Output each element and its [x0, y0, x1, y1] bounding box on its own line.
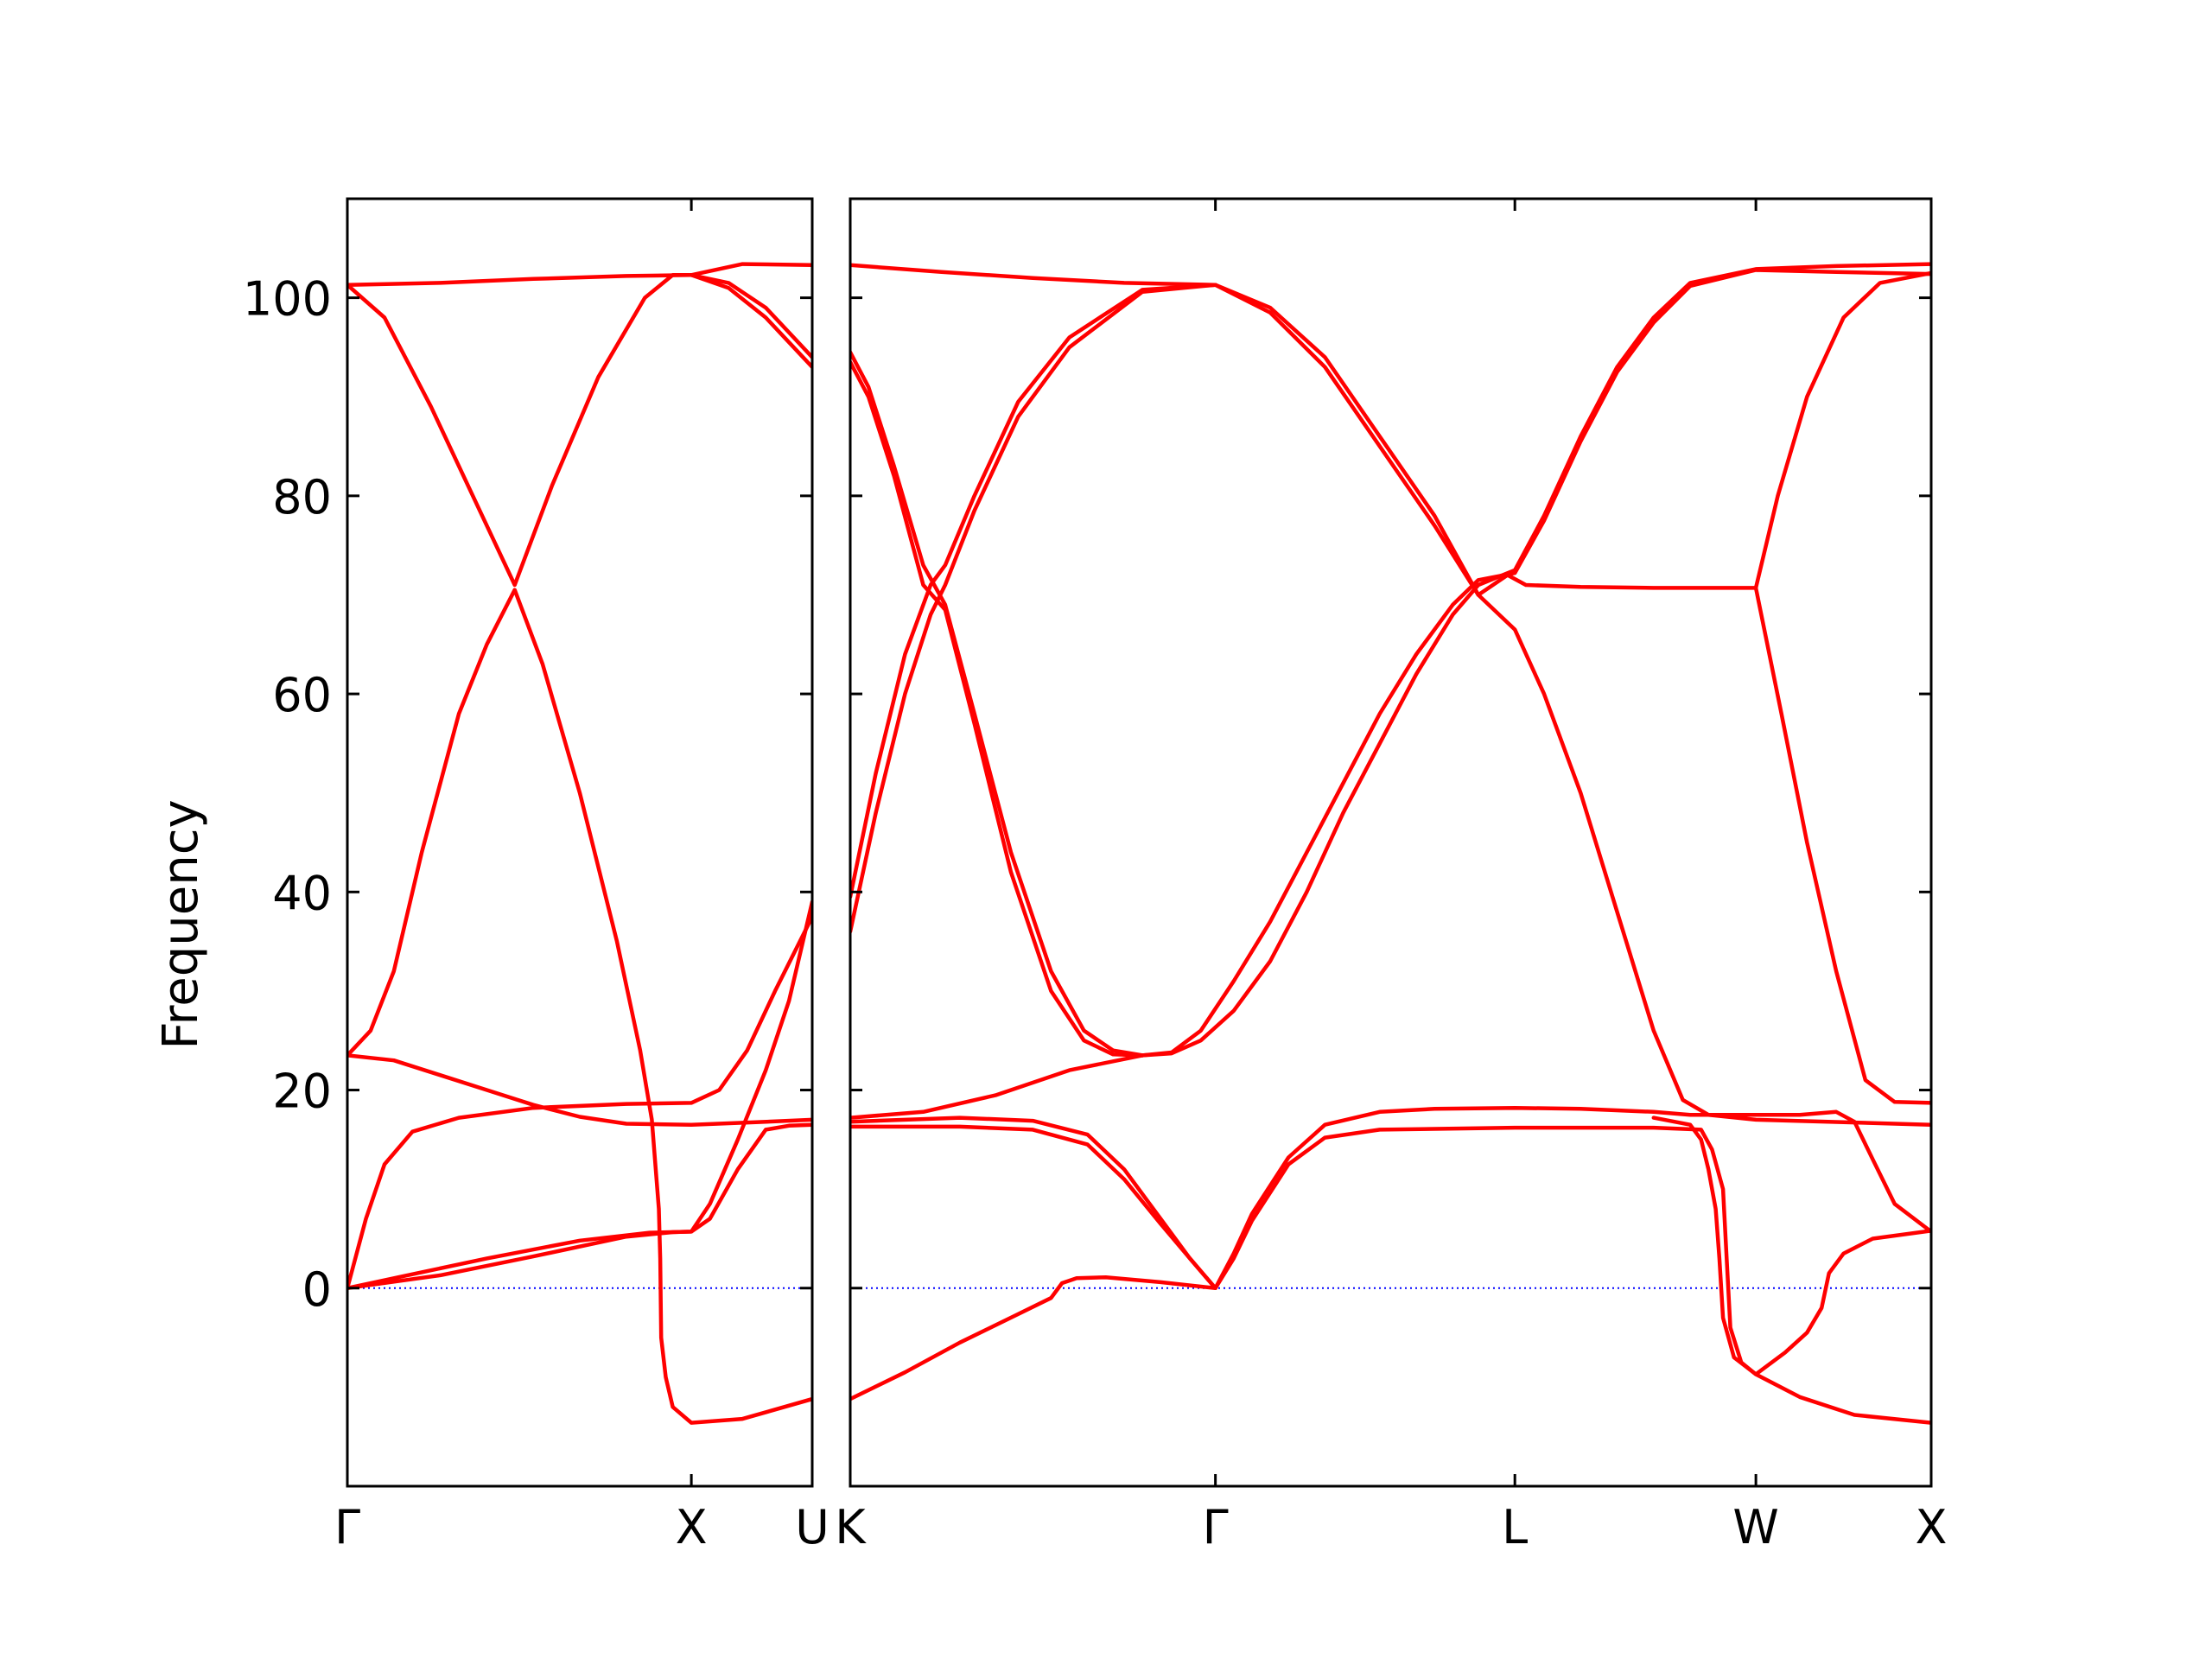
band-line [347, 1053, 812, 1127]
band-line [1140, 262, 1931, 1058]
band-line [347, 262, 812, 287]
band-line [1213, 283, 1758, 597]
x-tick-label: L [1502, 1500, 1528, 1554]
x-tick-label: Γ [1203, 1500, 1229, 1554]
band-line [1753, 270, 1931, 590]
y-tick-label: 20 [272, 1065, 332, 1119]
band-line [850, 283, 1217, 899]
band-line [1213, 283, 1931, 1127]
band-line [1753, 586, 1931, 1105]
y-axis-label: Frequency [153, 799, 209, 1049]
y-tick-label: 0 [302, 1262, 332, 1317]
y-tick-label: 40 [272, 866, 332, 920]
band-line [1651, 1116, 1931, 1376]
band-line [850, 283, 1217, 934]
band-line [347, 914, 812, 1291]
x-tick-label: Γ [334, 1500, 360, 1554]
band-line [850, 263, 1217, 287]
band-line [347, 273, 812, 588]
band-line [347, 1122, 812, 1291]
x-tick-label: X [676, 1500, 708, 1554]
x-tick-label: X [1916, 1500, 1948, 1554]
y-tick-label: 80 [272, 470, 332, 524]
band-line [1140, 268, 1931, 1058]
band-line [850, 1274, 1217, 1402]
panel-frame [849, 197, 1933, 1488]
x-tick-label: K [835, 1500, 867, 1554]
x-tick-label: W [1732, 1500, 1778, 1554]
band-line [850, 350, 1145, 1058]
bands [850, 262, 1931, 1425]
band-line [689, 273, 812, 359]
band-line [347, 588, 812, 1425]
y-tick-labels: 0 20 40 60 80 100 [243, 272, 332, 1317]
band-line [850, 1053, 1145, 1120]
band-line [347, 899, 812, 1291]
bands [347, 262, 812, 1425]
band-line [850, 1124, 1931, 1425]
x-tick-label: U [795, 1500, 830, 1554]
y-tick-label: 60 [272, 668, 332, 722]
band-line [850, 359, 1145, 1058]
band-line [850, 1105, 1931, 1291]
panel-frame [346, 197, 814, 1488]
y-tick-label: 100 [243, 272, 332, 327]
